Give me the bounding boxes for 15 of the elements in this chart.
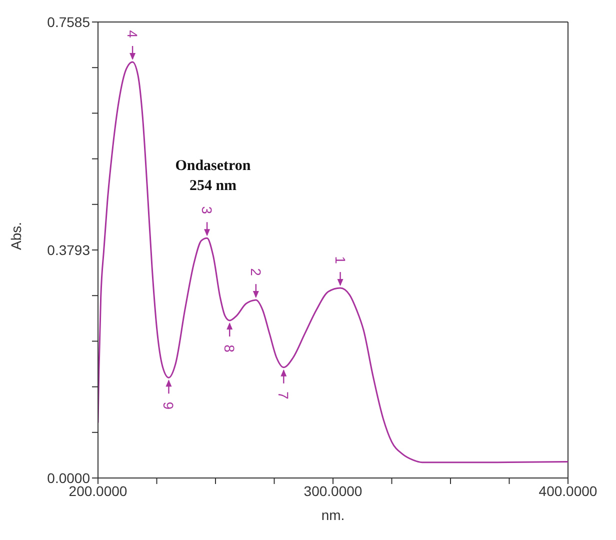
x-tick-label: 400.0000	[538, 482, 598, 499]
line-series	[98, 61, 568, 464]
text: Ondasetron 254 nm	[174, 157, 252, 196]
annotation: 4	[124, 30, 141, 38]
annotation: 8	[222, 344, 238, 353]
annotation: 7	[276, 391, 292, 400]
annotation: 2	[248, 268, 264, 276]
annotation: 3	[199, 206, 216, 214]
y-tick-label: 0.7585	[47, 14, 90, 30]
annotation: 1	[332, 256, 348, 264]
y-tick-label: 0.3793	[47, 242, 90, 258]
x-tick-label: 300.0000	[304, 482, 362, 499]
annotation: 9	[160, 402, 177, 410]
y-axis-title: Abs.	[8, 222, 24, 250]
x-axis-title: nm.	[321, 507, 345, 523]
